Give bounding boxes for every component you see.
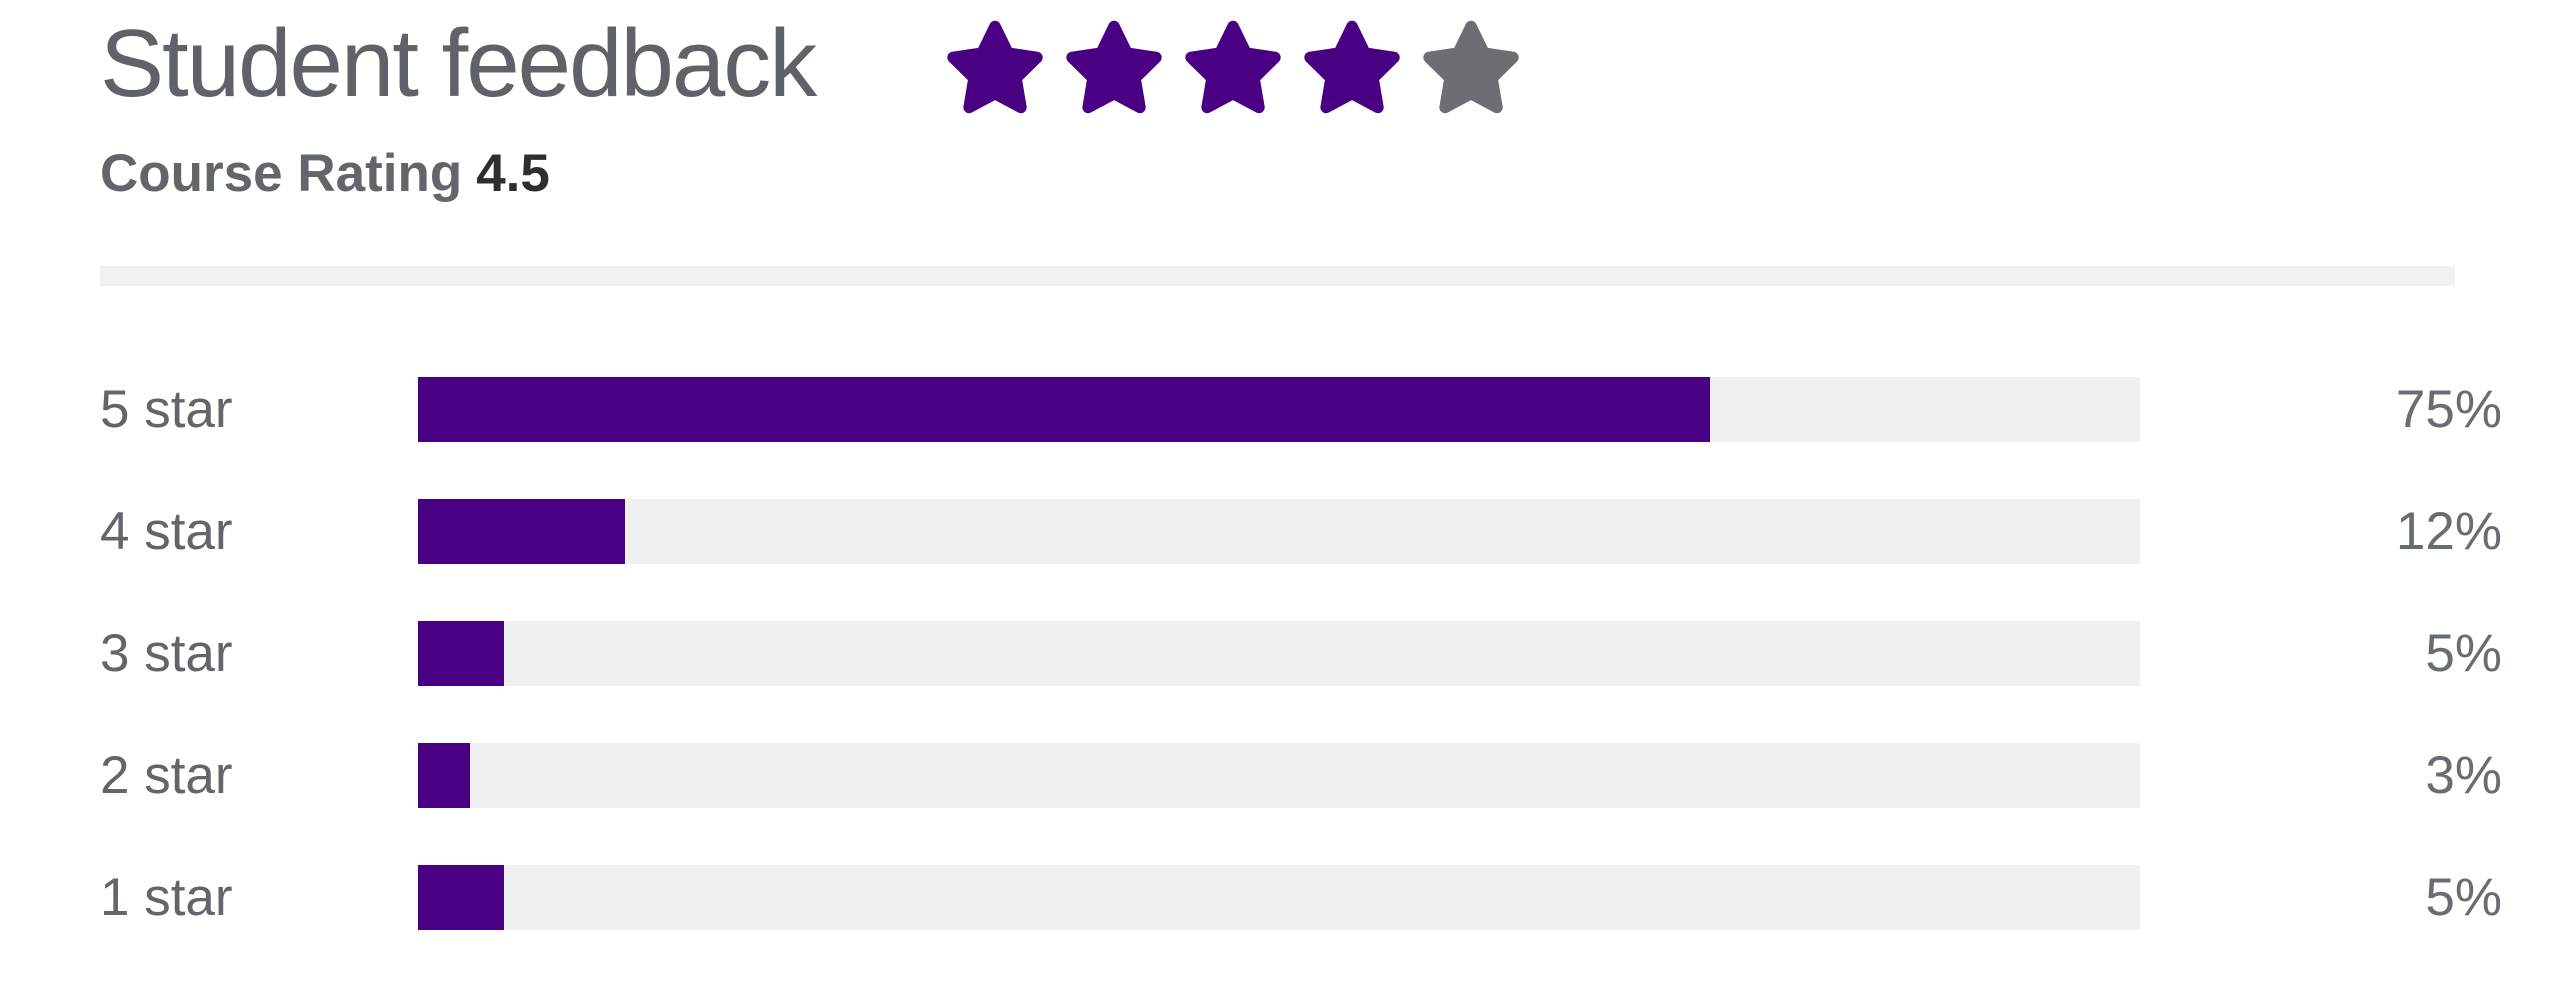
rating-row-percent: 5% [2425,867,2502,927]
star-icon [943,19,1047,115]
rating-row-4-star[interactable]: 4 star 12% [100,470,2502,592]
course-rating-label: Course Rating [100,143,463,203]
rating-row-percent: 5% [2425,623,2502,683]
rating-bar-fill [418,864,505,930]
rating-row-label: 2 star [100,745,233,805]
rating-row-label: 5 star [100,379,233,439]
star-icon [1181,19,1285,115]
feedback-header: Student feedback [100,0,2502,118]
rating-bar-fill [418,742,470,808]
rating-row-2-star[interactable]: 2 star 3% [100,714,2502,836]
page-title: Student feedback [100,10,817,117]
rating-bar-fill [418,620,505,686]
divider [100,266,2455,287]
rating-bar-track [418,864,2140,930]
rating-bar-track [418,376,2140,442]
rating-row-3-star[interactable]: 3 star 5% [100,592,2502,714]
rating-bar-track [418,498,2140,564]
rating-row-label: 1 star [100,867,233,927]
rating-bar-fill [418,498,625,564]
star-icon [1062,19,1166,115]
star-icon [1419,19,1523,115]
rating-distribution: 5 star 75% 4 star 12% 3 star 5% 2 star [100,348,2502,958]
course-rating-line: Course Rating 4.5 [100,144,2502,205]
rating-bar-track [418,742,2140,808]
rating-row-1-star[interactable]: 1 star 5% [100,836,2502,958]
rating-row-label: 3 star [100,623,233,683]
rating-row-percent: 3% [2425,745,2502,805]
star-rating [943,19,1523,115]
rating-row-5-star[interactable]: 5 star 75% [100,348,2502,470]
rating-row-percent: 75% [2395,379,2502,439]
star-icon [1300,19,1404,115]
rating-bar-fill [418,376,1710,442]
rating-row-label: 4 star [100,501,233,561]
student-feedback-widget: Student feedback Course Rating 4.5 5 star [100,0,2502,958]
rating-row-percent: 12% [2395,501,2502,561]
course-rating-value: 4.5 [476,143,550,203]
rating-bar-track [418,620,2140,686]
